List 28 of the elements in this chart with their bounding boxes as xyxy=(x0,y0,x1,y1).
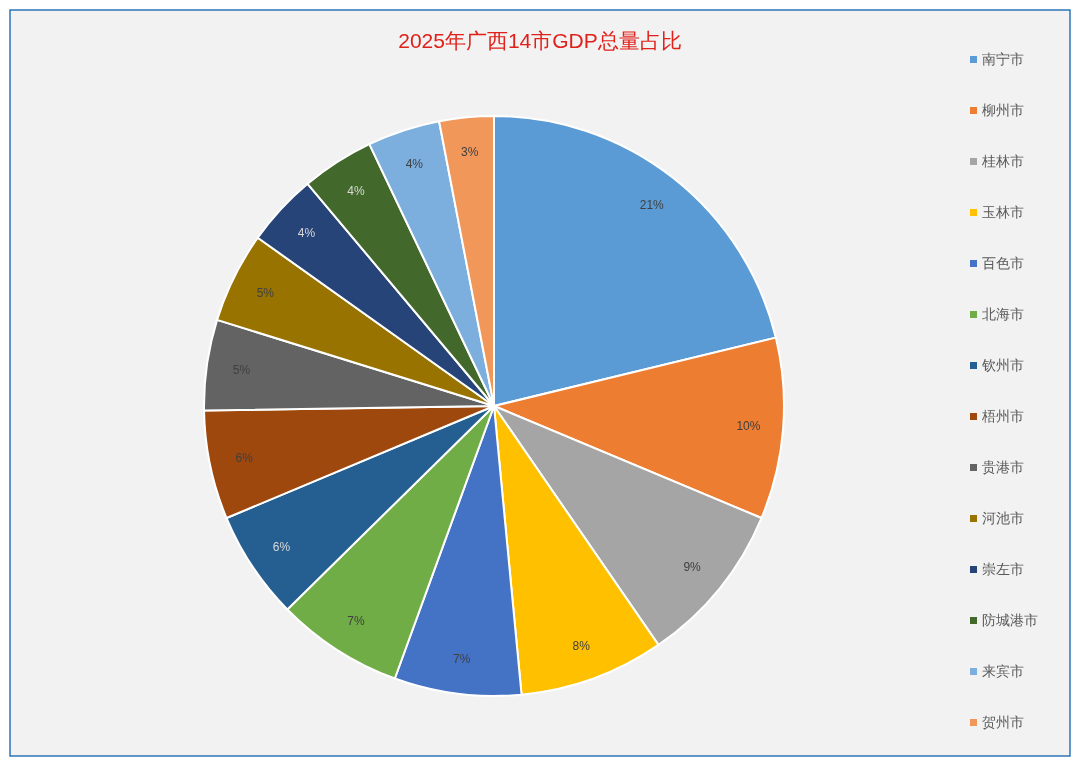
legend-label: 防城港市 xyxy=(982,612,1038,628)
legend-label: 贵港市 xyxy=(982,459,1024,475)
legend-label: 北海市 xyxy=(982,306,1024,322)
data-label: 7% xyxy=(347,613,366,628)
legend-label: 钦州市 xyxy=(981,357,1024,373)
data-label: 7% xyxy=(453,652,471,667)
legend-label: 柳州市 xyxy=(982,102,1024,118)
data-label: 21% xyxy=(639,198,665,213)
data-label: 9% xyxy=(683,559,702,574)
data-label: 5% xyxy=(256,285,275,300)
data-label: 4% xyxy=(347,184,366,199)
legend-label: 来宾市 xyxy=(982,663,1024,679)
legend-label: 百色市 xyxy=(982,255,1024,271)
data-label: 6% xyxy=(235,451,254,466)
chart-title: 2025年广西14市GDP总量占比 xyxy=(398,29,682,52)
legend-label: 玉林市 xyxy=(982,204,1024,220)
data-label: 8% xyxy=(572,638,591,653)
legend-label: 崇左市 xyxy=(982,561,1024,577)
legend-label: 梧州市 xyxy=(981,408,1024,424)
data-label: 3% xyxy=(461,144,479,159)
legend-label: 贺州市 xyxy=(982,714,1024,730)
data-label: 10% xyxy=(736,419,761,434)
legend-label: 南宁市 xyxy=(982,51,1024,67)
data-label: 4% xyxy=(297,225,316,240)
data-label: 4% xyxy=(405,156,424,171)
data-label: 6% xyxy=(272,540,291,555)
legend-label: 桂林市 xyxy=(981,153,1024,169)
legend-label: 河池市 xyxy=(982,510,1024,526)
